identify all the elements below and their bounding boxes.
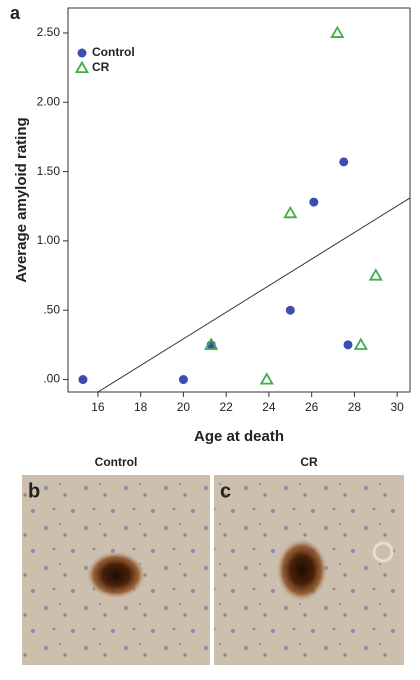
plot: 16 18 20 22 24 26 28 30 .00 .50 1.00 1.50 2.00 2.50 Co… (37, 25, 411, 414)
micrograph (214, 475, 404, 665)
legend-label: CR (92, 60, 110, 74)
x-tick-label: 18 (134, 400, 148, 414)
point (309, 197, 319, 207)
x-axis-label: Age at death (194, 428, 284, 445)
y-tick-label: .50 (43, 302, 60, 316)
x-tick-label: 22 (219, 400, 233, 414)
panel-label: b (28, 480, 40, 502)
y-axis-label: Average amyloid rating (13, 117, 30, 282)
image-title: Control (95, 455, 138, 469)
point (339, 157, 349, 167)
legend-label: Control (92, 45, 135, 59)
y-tick-label: 1.00 (37, 233, 61, 247)
legend-marker (77, 48, 87, 58)
legend-marker (74, 60, 90, 74)
point (204, 337, 219, 350)
y-tick-label: 2.00 (37, 94, 61, 108)
x-tick-label: 24 (262, 400, 276, 414)
plot-frame (67, 7, 411, 393)
point (178, 375, 188, 385)
point (353, 337, 368, 350)
point (330, 25, 345, 38)
micrograph (22, 475, 210, 665)
fit-line (97, 197, 411, 393)
image-title: CR (300, 455, 318, 469)
x-tick-label: 30 (390, 400, 404, 414)
y-tick-label: 2.50 (37, 25, 61, 39)
x-tick-label: 28 (348, 400, 362, 414)
point (285, 305, 295, 315)
y-tick-label: .00 (43, 372, 60, 386)
panel-label: c (220, 480, 231, 502)
y-tick-label: 1.50 (37, 164, 61, 178)
x-tick-label: 20 (177, 400, 191, 414)
point (368, 268, 383, 281)
point (343, 340, 353, 350)
x-tick-label: 16 (91, 400, 105, 414)
x-tick-label: 26 (305, 400, 319, 414)
point (78, 375, 88, 385)
point (283, 205, 298, 219)
panel-label: a (10, 3, 21, 23)
point (259, 372, 274, 385)
